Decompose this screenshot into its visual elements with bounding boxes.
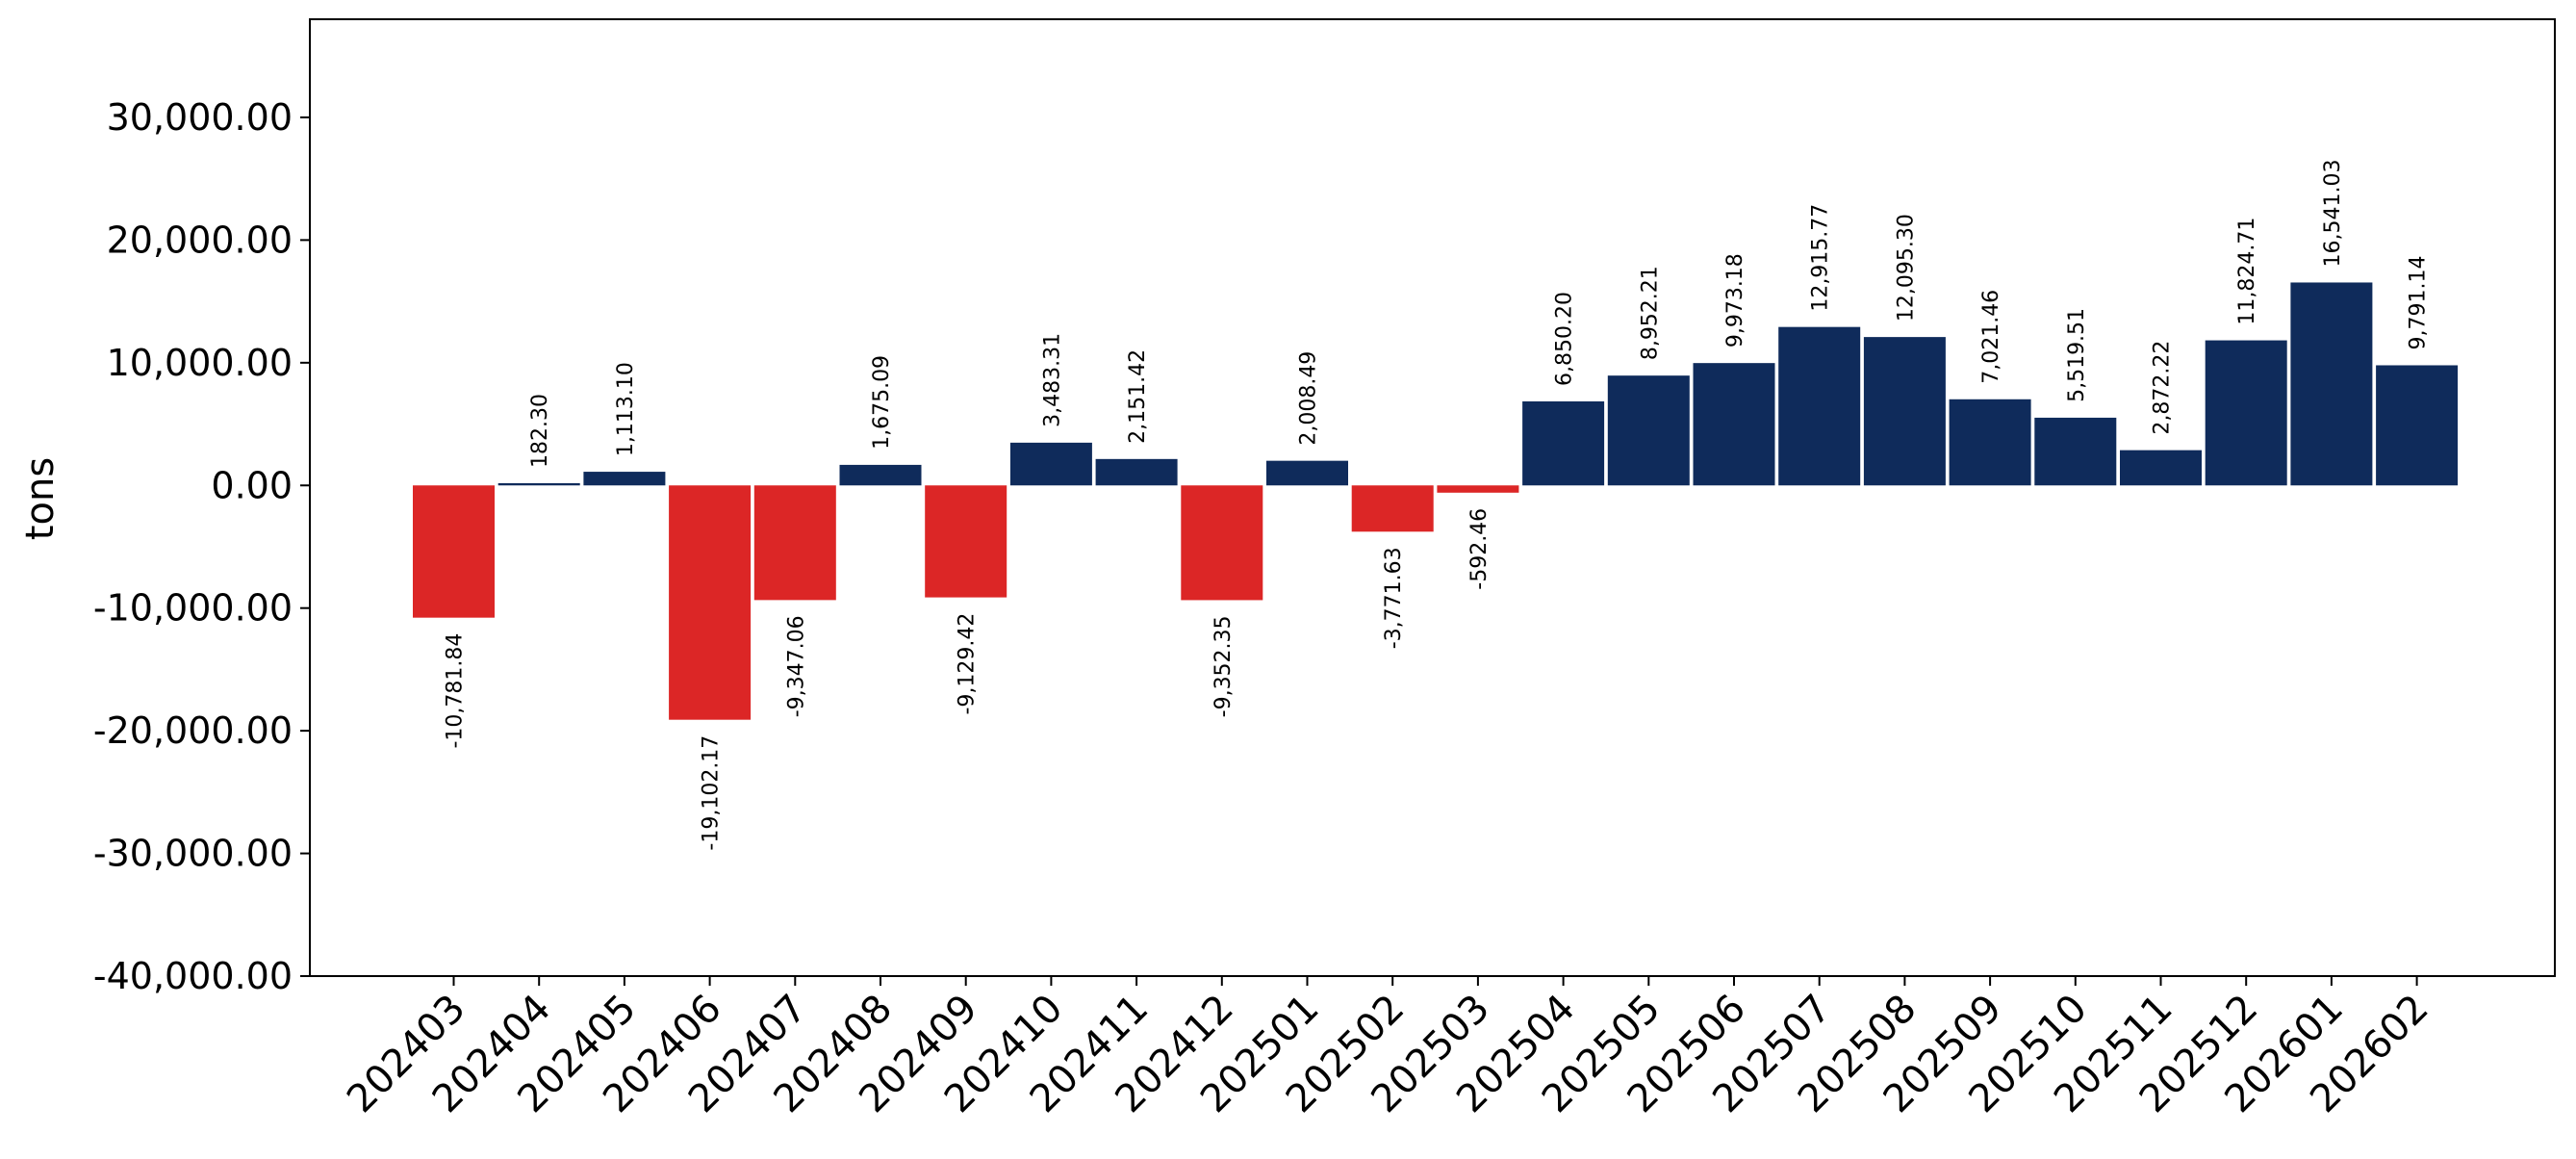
value-label-202511: 2,872.22	[2151, 341, 2175, 435]
bar-202511	[2120, 450, 2202, 486]
value-label-202502: -3,771.63	[1382, 547, 1406, 649]
y-tick-label: -30,000.00	[93, 833, 293, 875]
value-label-202512: 11,824.71	[2235, 218, 2259, 325]
value-label-202509: 7,021.46	[1979, 290, 2003, 384]
value-label-202506: 9,973.18	[1723, 253, 1747, 348]
value-label-202410: 3,483.31	[1040, 333, 1064, 427]
value-labels-layer: -10,781.84 182.30 1,113.10 -19,102.17 -9,347…	[444, 159, 2431, 850]
y-tick-label: -20,000.00	[93, 709, 293, 752]
bar-202404	[497, 482, 580, 486]
bar-202410	[1009, 442, 1092, 486]
value-label-202406: -19,102.17	[700, 735, 724, 851]
value-label-202409: -9,129.42	[956, 613, 980, 715]
value-label-202411: 2,151.42	[1126, 349, 1150, 444]
bar-202407	[753, 485, 836, 601]
value-label-202602: 9,791.14	[2407, 256, 2431, 350]
value-label-202404: 182.30	[528, 394, 552, 468]
value-label-202508: 12,095.30	[1894, 214, 1918, 322]
bar-202602	[2376, 365, 2459, 486]
bar-202508	[1863, 337, 1946, 486]
value-label-202408: 1,675.09	[870, 355, 894, 450]
bar-202403	[413, 485, 495, 618]
y-tick-label: -10,000.00	[93, 587, 293, 630]
bar-202601	[2290, 282, 2373, 486]
value-label-202504: 6,850.20	[1553, 292, 1577, 386]
value-label-202510: 5,519.51	[2065, 308, 2089, 402]
value-label-202503: -592.46	[1467, 508, 1492, 590]
bar-202408	[839, 464, 922, 486]
value-label-202412: -9,352.35	[1211, 615, 1236, 717]
y-tick-label: 20,000.00	[107, 219, 293, 261]
value-label-202501: 2,008.49	[1297, 351, 1321, 446]
bar-202504	[1522, 400, 1605, 486]
bar-202509	[1949, 399, 2031, 486]
bar-202411	[1095, 458, 1178, 486]
y-axis: 30,000.00 20,000.00 10,000.00 0.00 -10,000.0…	[93, 96, 310, 997]
bar-202507	[1778, 326, 1861, 486]
y-axis-title: tons	[18, 457, 63, 540]
y-tick-label: -40,000.00	[93, 955, 293, 997]
bar-202502	[1351, 485, 1434, 532]
value-label-202407: -9,347.06	[784, 615, 808, 717]
bars-layer	[413, 282, 2459, 720]
bar-202512	[2205, 340, 2287, 486]
bar-202501	[1266, 460, 1348, 486]
plot-area-frame	[309, 18, 2556, 977]
bar-202505	[1607, 375, 1690, 486]
bar-202503	[1437, 485, 1519, 493]
y-tick-label: 30,000.00	[107, 96, 293, 139]
bar-202409	[925, 485, 1007, 598]
value-label-202505: 8,952.21	[1638, 266, 1662, 360]
y-tick-label: 10,000.00	[107, 342, 293, 384]
bar-202406	[669, 485, 752, 720]
y-tick-label: 0.00	[211, 464, 293, 506]
bar-202412	[1181, 485, 1263, 601]
value-label-202403: -10,781.84	[444, 633, 468, 749]
bar-202405	[583, 472, 666, 486]
value-label-202507: 12,915.77	[1809, 204, 1833, 312]
x-axis: 2024032024042024052024062024072024082024…	[339, 976, 2437, 1121]
value-label-202405: 1,113.10	[614, 362, 638, 456]
value-label-202601: 16,541.03	[2321, 159, 2345, 267]
bar-202510	[2034, 417, 2117, 486]
bar-202506	[1693, 363, 1775, 486]
